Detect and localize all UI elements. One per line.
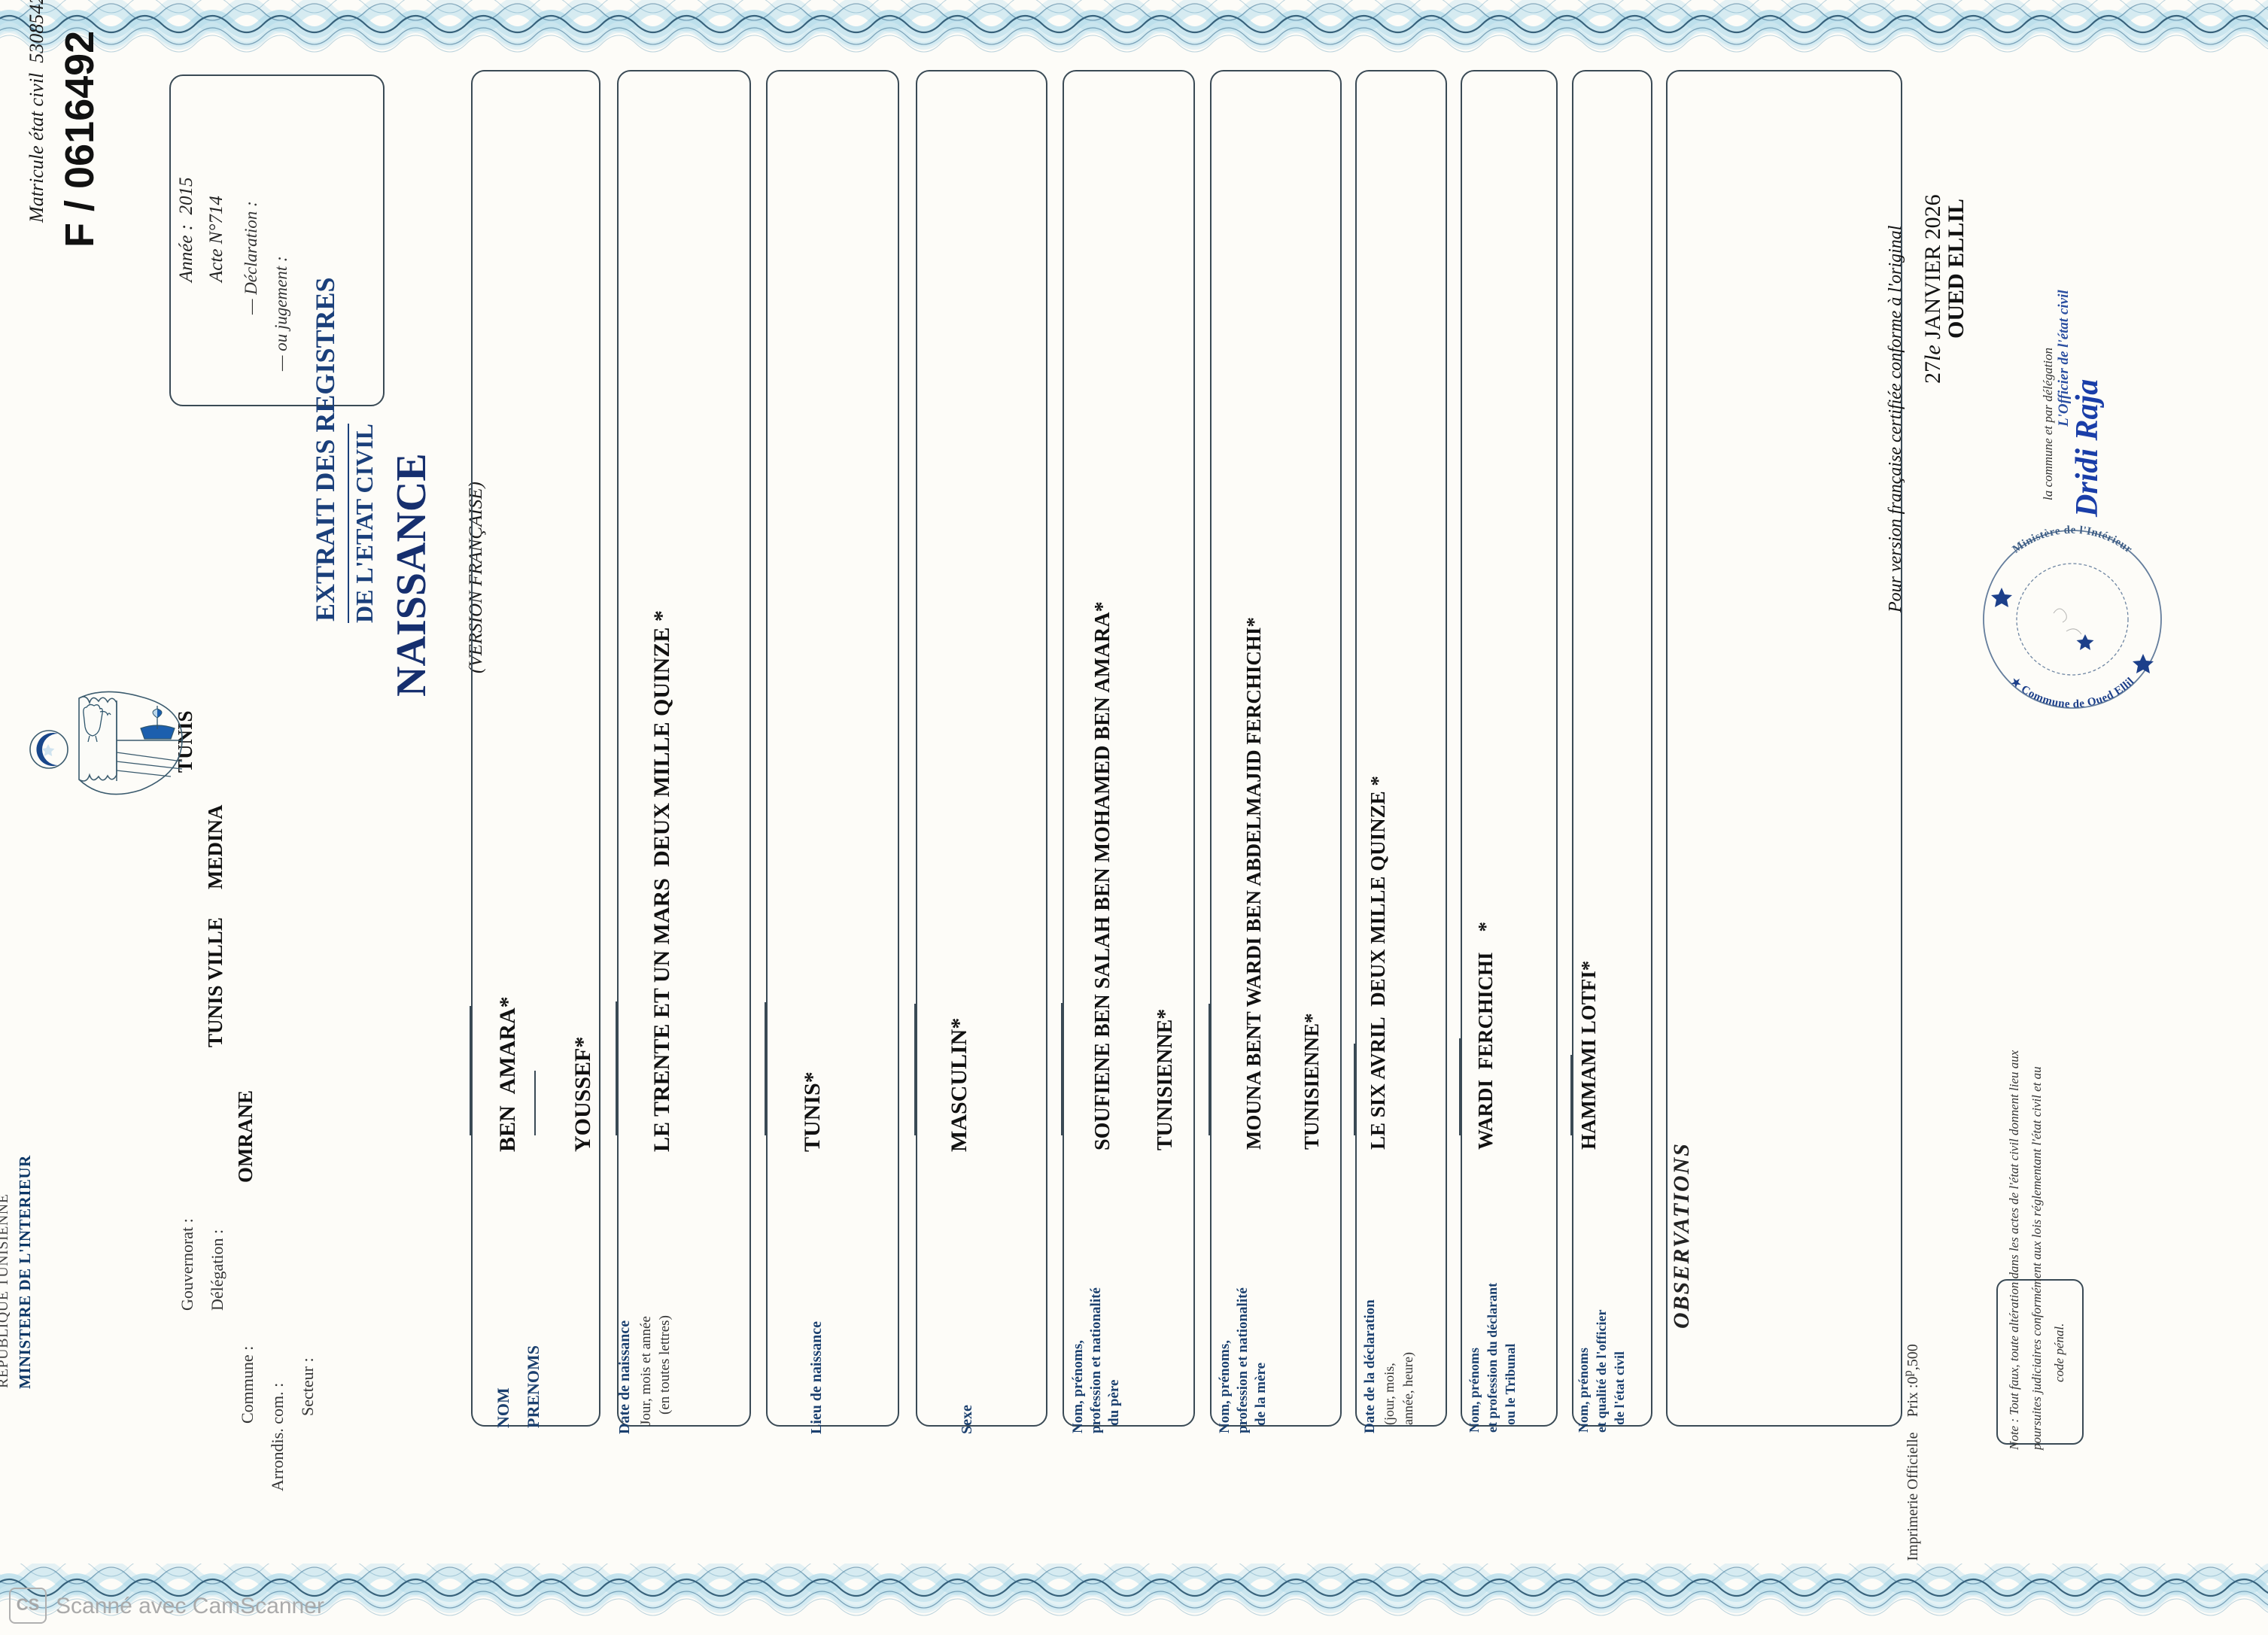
- svg-text:Ministère de l'Intérieur: Ministère de l'Intérieur: [2011, 524, 2135, 556]
- svg-text:★ Commune de Oued Ellil: ★ Commune de Oued Ellil: [2008, 675, 2136, 710]
